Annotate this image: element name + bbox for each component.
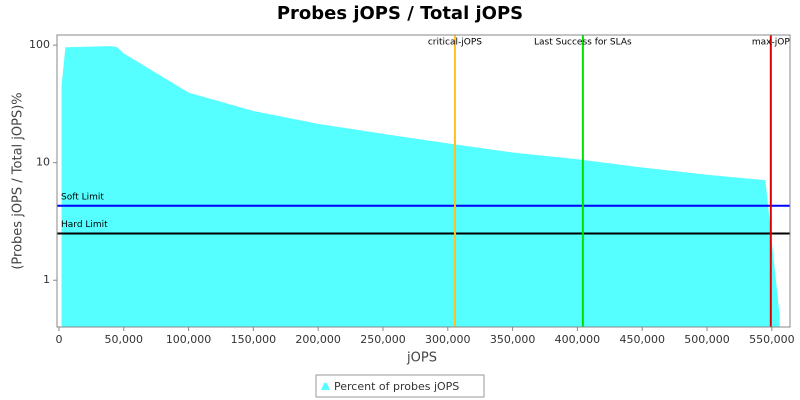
x-tick-label: 200,000 (295, 333, 341, 346)
area (61, 46, 780, 327)
marker-label: max-jOP (752, 38, 790, 48)
y-axis-label: (Probes jOPS / Total jOPS)% (11, 92, 26, 269)
x-tick-label: 500,000 (684, 333, 730, 346)
limit-label: Soft Limit (61, 192, 104, 202)
x-tick-label: 450,000 (619, 333, 665, 346)
limit-label: Hard Limit (61, 220, 108, 230)
x-tick-label: 100,000 (166, 333, 212, 346)
x-tick-label: 250,000 (360, 333, 406, 346)
x-tick-label: 150,000 (231, 333, 277, 346)
legend-label: Percent of probes jOPS (334, 380, 459, 393)
chart-title: Probes jOPS / Total jOPS (277, 3, 523, 24)
x-axis-label: jOPS (406, 351, 437, 366)
x-tick-label: 300,000 (425, 333, 471, 346)
marker-label: critical-jOPS (428, 38, 482, 48)
marker-label: Last Success for SLAs (534, 38, 632, 48)
y-tick-label: 10 (36, 156, 50, 169)
x-tick-label: 550,000 (749, 333, 795, 346)
plot-border (56, 34, 791, 328)
y-tick-label: 100 (29, 38, 50, 51)
x-tick-label: 350,000 (490, 333, 536, 346)
legend-box (315, 374, 485, 398)
y-tick-label: 1 (43, 273, 50, 286)
legend-swatch (321, 383, 330, 390)
x-tick-label: 50,000 (105, 333, 144, 346)
x-tick-label: 0 (55, 333, 62, 346)
x-tick-label: 400,000 (555, 333, 601, 346)
